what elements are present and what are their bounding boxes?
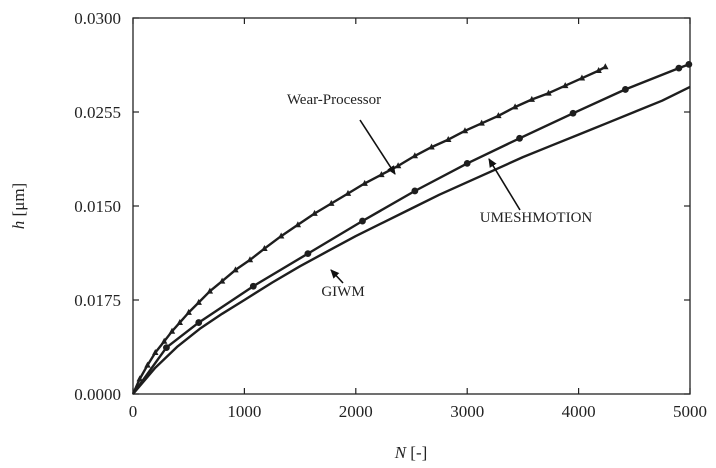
series-giwm: [132, 85, 691, 395]
data-point: [160, 337, 168, 344]
data-point: [277, 232, 285, 239]
data-point: [516, 134, 523, 142]
data-point: [163, 344, 170, 352]
y-axis-title: h [μm]: [9, 183, 28, 229]
x-axis-title: N [-]: [394, 443, 428, 462]
data-point: [461, 127, 469, 134]
data-point: [136, 375, 143, 382]
y-tick-label: 0.0000: [74, 385, 121, 404]
annotation-layer: Wear-Processor UMESHMOTION GIWM: [287, 92, 593, 300]
plot-frame: [132, 17, 691, 395]
x-tick-label: 0: [129, 402, 138, 421]
data-point: [411, 187, 419, 195]
data-point: [218, 277, 226, 284]
data-point: [249, 282, 257, 290]
annotation-arrow-wear-processor: [359, 119, 396, 175]
data-point: [445, 135, 452, 142]
data-point: [685, 60, 693, 68]
data-point: [511, 103, 519, 110]
data-point: [359, 217, 366, 225]
data-point: [569, 109, 577, 117]
axis-ticks: 0 1000 2000 3000 4000 5000 0.0000 0.0175 0.0150 0…: [74, 9, 707, 421]
data-point: [595, 67, 602, 74]
series-layer: [131, 60, 693, 395]
x-tick-label: 5000: [673, 402, 707, 421]
data-point: [602, 63, 609, 70]
series-line-giwm: [132, 85, 691, 395]
x-tick-label: 4000: [562, 402, 596, 421]
data-point: [304, 250, 312, 258]
x-tick-label: 2000: [339, 402, 373, 421]
data-point: [495, 112, 502, 119]
data-point: [578, 74, 586, 81]
data-point: [144, 361, 151, 368]
data-point: [185, 308, 192, 315]
annotation-arrow-giwm: [330, 269, 344, 284]
data-point: [294, 221, 302, 228]
data-point: [176, 318, 183, 325]
data-point: [411, 152, 419, 159]
y-tick-label: 0.0150: [74, 197, 121, 216]
data-point: [344, 189, 352, 196]
data-point: [168, 327, 176, 334]
data-point: [261, 245, 268, 252]
data-point: [311, 209, 318, 216]
series-wear-processor: [131, 63, 609, 395]
annotation-arrow-umeshmotion: [488, 158, 521, 211]
y-tick-label: 0.0255: [74, 103, 121, 122]
data-point: [152, 349, 159, 356]
data-point: [195, 298, 202, 305]
data-point: [206, 287, 214, 294]
data-point: [378, 171, 385, 178]
data-point: [478, 119, 485, 126]
annotation-wear-processor: Wear-Processor: [287, 92, 381, 108]
x-tick-label: 1000: [227, 402, 261, 421]
x-tick-label: 3000: [450, 402, 484, 421]
data-point: [562, 82, 569, 89]
y-tick-label: 0.0300: [74, 9, 121, 28]
data-point: [545, 89, 552, 96]
data-point: [621, 86, 629, 93]
data-point: [328, 199, 335, 206]
annotation-giwm: GIWM: [321, 284, 364, 300]
data-point: [528, 95, 536, 102]
y-tick-label: 0.0175: [74, 291, 121, 310]
data-point: [195, 319, 203, 326]
data-point: [246, 256, 254, 263]
data-point: [428, 143, 435, 150]
data-point: [394, 162, 402, 169]
annotation-umeshmotion: UMESHMOTION: [480, 210, 593, 226]
data-point: [232, 266, 239, 273]
data-point: [675, 64, 683, 72]
data-point: [463, 159, 471, 167]
series-line-umeshmotion: [132, 63, 690, 395]
series-umeshmotion: [132, 60, 693, 395]
data-point: [361, 179, 368, 186]
